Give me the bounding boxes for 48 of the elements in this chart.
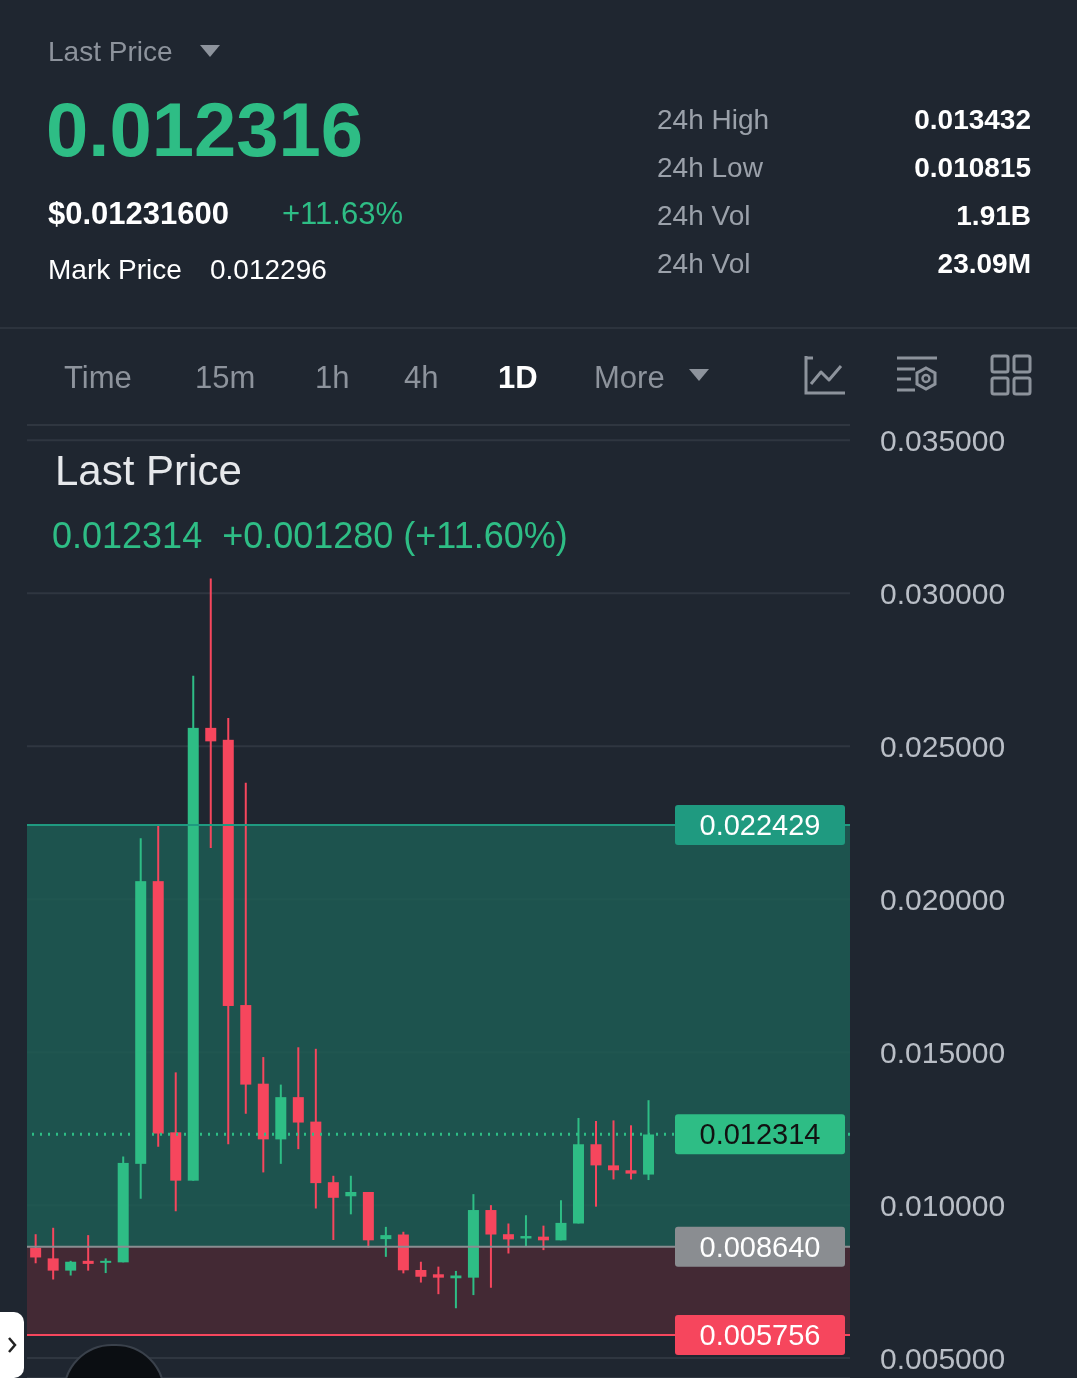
text: More xyxy=(594,359,665,395)
text: 1h xyxy=(315,359,350,395)
text: 15m xyxy=(195,359,256,395)
y-tick-label: 0.010000 xyxy=(880,1188,1006,1222)
candlestick xyxy=(415,1260,427,1284)
candlestick xyxy=(327,1174,339,1242)
candlestick xyxy=(30,1233,42,1265)
text: 24h Vol xyxy=(657,200,751,231)
ref-line-label: 0.022429 xyxy=(699,808,821,841)
y-tick-label: 0.015000 xyxy=(880,1035,1006,1069)
text: 24h Vol xyxy=(657,248,751,279)
text: Last Price xyxy=(48,36,173,67)
text: 1.91B xyxy=(956,200,1031,231)
text: Last Price xyxy=(55,447,242,495)
candlestick xyxy=(625,1124,637,1181)
y-tick-label: 0.025000 xyxy=(880,729,1006,763)
ref-line-label: 0.008640 xyxy=(699,1230,821,1263)
ref-line-label: 0.005756 xyxy=(699,1318,821,1351)
y-tick-label: 0.035000 xyxy=(880,423,1006,457)
candlestick xyxy=(205,577,217,850)
y-tick-label: 0.005000 xyxy=(880,1341,1006,1375)
candlestick xyxy=(590,1120,602,1208)
text: Mark Price xyxy=(48,254,182,285)
candlestick xyxy=(432,1265,444,1296)
candlestick xyxy=(82,1234,94,1272)
text: +11.63% xyxy=(282,195,403,231)
candlestick xyxy=(100,1257,112,1275)
text: 0.012296 xyxy=(210,254,327,285)
text: 0.013432 xyxy=(914,104,1031,135)
text: 24h Low xyxy=(657,152,763,183)
ref-line-label: 0.012314 xyxy=(699,1118,821,1151)
candlestick xyxy=(555,1199,567,1242)
y-tick-label: 0.020000 xyxy=(880,882,1006,916)
text: 24h High xyxy=(657,104,770,135)
text: 1D xyxy=(498,359,538,395)
candlestick xyxy=(608,1119,619,1181)
text: $0.01231600 xyxy=(48,195,230,231)
candlestick xyxy=(502,1222,514,1255)
text: Time xyxy=(64,359,132,395)
text: 0.010815 xyxy=(914,152,1031,183)
y-tick-label: 0.030000 xyxy=(880,576,1006,610)
text: 0.012314 +0.001280 (+11.60%) xyxy=(52,515,568,557)
text: 23.09M xyxy=(937,248,1031,279)
text: 4h xyxy=(404,359,439,395)
candlestick xyxy=(47,1226,59,1281)
text: 0.012316 xyxy=(46,87,363,172)
candlestick xyxy=(345,1174,357,1216)
candlestick xyxy=(380,1225,392,1258)
